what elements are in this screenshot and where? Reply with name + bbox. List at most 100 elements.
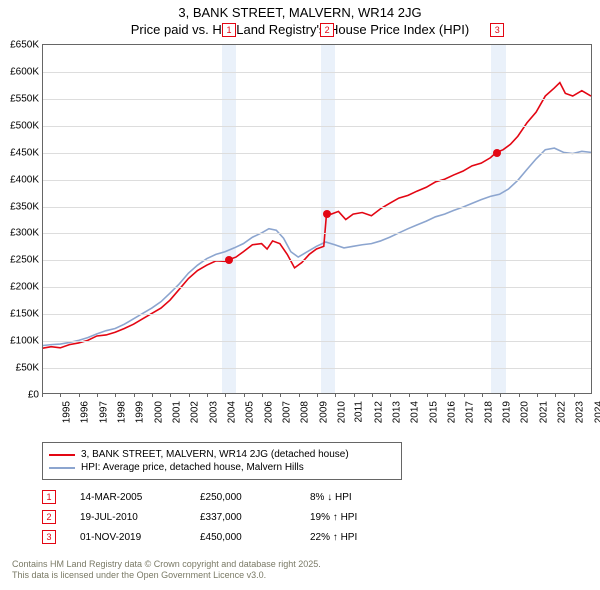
y-gridline — [42, 233, 591, 234]
chart-container: 3, BANK STREET, MALVERN, WR14 2JG Price … — [0, 0, 600, 590]
sale-marker-3: 3 — [42, 530, 56, 544]
x-tick — [152, 394, 153, 397]
series-property — [42, 83, 591, 349]
x-axis-label: 2003 — [208, 401, 219, 423]
x-axis-label: 2016 — [446, 401, 457, 423]
x-axis-label: 1996 — [80, 401, 91, 423]
x-tick — [519, 394, 520, 397]
x-tick — [280, 394, 281, 397]
x-axis-label: 2013 — [391, 401, 402, 423]
y-gridline — [42, 153, 591, 154]
y-gridline — [42, 207, 591, 208]
x-tick — [335, 394, 336, 397]
x-tick — [482, 394, 483, 397]
x-axis-label: 2008 — [300, 401, 311, 423]
sale-row: 2 19-JUL-2010 £337,000 19% ↑ HPI — [42, 510, 420, 524]
y-axis-label: £150K — [0, 309, 39, 320]
x-tick — [225, 394, 226, 397]
y-axis-label: £0 — [0, 390, 39, 401]
x-axis-label: 2009 — [318, 401, 329, 423]
sale-marker-2: 2 — [42, 510, 56, 524]
x-axis-label: 1997 — [98, 401, 109, 423]
sale-date: 19-JUL-2010 — [80, 512, 200, 523]
x-tick — [207, 394, 208, 397]
chart-title-line2: Price paid vs. HM Land Registry's House … — [0, 22, 600, 37]
y-gridline — [42, 287, 591, 288]
chart-title-line1: 3, BANK STREET, MALVERN, WR14 2JG — [0, 5, 600, 20]
x-axis-label: 2001 — [171, 401, 182, 423]
x-axis-label: 2019 — [501, 401, 512, 423]
sale-date: 01-NOV-2019 — [80, 532, 200, 543]
legend-box: 3, BANK STREET, MALVERN, WR14 2JG (detac… — [42, 442, 402, 480]
x-axis-label: 2024 — [593, 401, 600, 423]
footer-line1: Contains HM Land Registry data © Crown c… — [12, 559, 321, 571]
y-axis-label: £250K — [0, 255, 39, 266]
legend-label: HPI: Average price, detached house, Malv… — [81, 462, 304, 473]
y-axis-label: £350K — [0, 201, 39, 212]
chart-plot-area: £0£50K£100K£150K£200K£250K£300K£350K£400… — [42, 44, 592, 394]
x-tick — [445, 394, 446, 397]
x-tick — [555, 394, 556, 397]
x-axis-label: 1999 — [135, 401, 146, 423]
x-axis-label: 2020 — [520, 401, 531, 423]
x-axis-label: 1995 — [61, 401, 72, 423]
legend-swatch — [49, 454, 75, 456]
x-axis-label: 2023 — [575, 401, 586, 423]
chart-marker-3: 3 — [490, 23, 504, 37]
x-tick — [42, 394, 43, 397]
x-tick — [115, 394, 116, 397]
x-axis-label: 2002 — [190, 401, 201, 423]
x-tick — [354, 394, 355, 397]
x-axis-label: 2022 — [556, 401, 567, 423]
footer-line2: This data is licensed under the Open Gov… — [12, 570, 321, 582]
x-tick — [189, 394, 190, 397]
y-axis-line — [42, 45, 43, 394]
x-tick — [464, 394, 465, 397]
x-axis-label: 2010 — [336, 401, 347, 423]
x-tick — [299, 394, 300, 397]
legend-label: 3, BANK STREET, MALVERN, WR14 2JG (detac… — [81, 449, 349, 460]
x-tick — [390, 394, 391, 397]
y-axis-label: £50K — [0, 363, 39, 374]
chart-marker-dot-2 — [323, 210, 331, 218]
x-axis-label: 2015 — [428, 401, 439, 423]
chart-marker-dot-1 — [225, 256, 233, 264]
x-tick — [372, 394, 373, 397]
chart-marker-dot-3 — [493, 149, 501, 157]
sale-price: £450,000 — [200, 532, 310, 543]
x-axis-label: 2007 — [281, 401, 292, 423]
x-axis-label: 2014 — [410, 401, 421, 423]
x-axis-label: 2017 — [465, 401, 476, 423]
y-axis-label: £400K — [0, 174, 39, 185]
x-tick — [134, 394, 135, 397]
sale-diff: 22% ↑ HPI — [310, 532, 420, 543]
y-axis-label: £100K — [0, 336, 39, 347]
x-axis-label: 1998 — [116, 401, 127, 423]
x-tick — [427, 394, 428, 397]
x-tick — [537, 394, 538, 397]
y-gridline — [42, 180, 591, 181]
legend-item: HPI: Average price, detached house, Malv… — [49, 462, 395, 473]
x-axis-label: 2012 — [373, 401, 384, 423]
sale-marker-1: 1 — [42, 490, 56, 504]
x-axis-label: 2004 — [226, 401, 237, 423]
y-axis-label: £650K — [0, 40, 39, 51]
y-gridline — [42, 260, 591, 261]
sale-row: 3 01-NOV-2019 £450,000 22% ↑ HPI — [42, 530, 420, 544]
y-gridline — [42, 368, 591, 369]
x-tick — [97, 394, 98, 397]
sale-date: 14-MAR-2005 — [80, 492, 200, 503]
legend-item: 3, BANK STREET, MALVERN, WR14 2JG (detac… — [49, 449, 395, 460]
sale-price: £250,000 — [200, 492, 310, 503]
x-axis-label: 2021 — [538, 401, 549, 423]
chart-marker-2: 2 — [320, 23, 334, 37]
sale-price: £337,000 — [200, 512, 310, 523]
x-axis-label: 2000 — [153, 401, 164, 423]
sale-diff: 8% ↓ HPI — [310, 492, 420, 503]
x-tick — [574, 394, 575, 397]
y-axis-label: £600K — [0, 66, 39, 77]
x-tick — [170, 394, 171, 397]
y-axis-label: £200K — [0, 282, 39, 293]
x-tick — [409, 394, 410, 397]
y-gridline — [42, 99, 591, 100]
